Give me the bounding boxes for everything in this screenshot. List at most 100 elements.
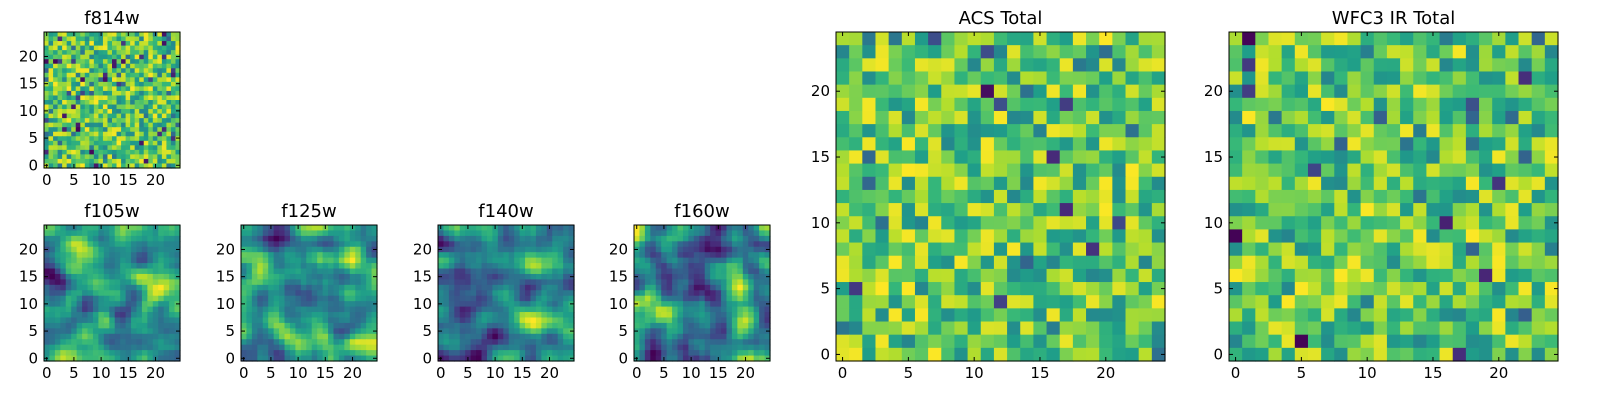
heatmap-cell	[116, 154, 122, 160]
heatmap-cell	[465, 246, 472, 253]
heatmap-cell	[175, 118, 181, 124]
heatmap-cell	[62, 145, 68, 151]
heatmap-cell	[62, 158, 68, 165]
heatmap-cell	[682, 350, 689, 357]
heatmap-cell	[107, 63, 113, 69]
heatmap-cell	[241, 257, 248, 264]
heatmap-cell	[76, 328, 83, 335]
heatmap-cell	[503, 246, 510, 253]
heatmap-cell	[71, 301, 78, 308]
heatmap-cell	[1544, 163, 1559, 178]
heatmap-cell	[82, 355, 89, 362]
heatmap-cell	[60, 230, 67, 237]
heatmap-cell	[152, 86, 158, 92]
heatmap-cell	[704, 306, 711, 313]
heatmap-cell	[121, 136, 127, 142]
heatmap-cell	[284, 284, 291, 291]
heatmap-cell	[170, 122, 177, 128]
heatmap-cell	[54, 279, 61, 286]
heatmap-cell	[136, 328, 143, 335]
heatmap-cell	[721, 235, 728, 242]
heatmap-cell	[563, 263, 570, 270]
heatmap-cell	[492, 350, 499, 357]
heatmap-cell	[284, 252, 291, 259]
heatmap-cell	[166, 68, 172, 74]
heatmap-cell	[672, 350, 679, 357]
heatmap-cell	[530, 301, 537, 308]
heatmap-cell	[530, 339, 537, 346]
heatmap-cell	[1099, 137, 1113, 152]
heatmap-cell	[476, 322, 483, 329]
heatmap-cell	[80, 154, 86, 160]
heatmap-cell	[448, 333, 455, 340]
heatmap-cell	[1033, 216, 1048, 230]
heatmap-cell	[92, 284, 99, 291]
heatmap-cell	[1268, 216, 1283, 230]
heatmap-cell	[875, 334, 890, 349]
heatmap-cell	[901, 124, 916, 138]
heatmap-cell	[116, 86, 122, 92]
heatmap-cell	[1059, 58, 1074, 73]
heatmap-cell	[175, 41, 181, 47]
heatmap-cell	[71, 268, 78, 275]
x-tick-label: 10	[1358, 364, 1377, 382]
heatmap-cell	[438, 322, 445, 329]
heatmap-cell	[682, 252, 689, 259]
heatmap-cell	[661, 252, 668, 259]
heatmap-cell	[1531, 58, 1546, 73]
heatmap-cell	[366, 290, 373, 297]
heatmap-cell	[634, 284, 641, 291]
heatmap-cell	[166, 86, 172, 92]
heatmap-cell	[849, 163, 863, 178]
heatmap-cell	[1373, 216, 1388, 230]
heatmap-cell	[1544, 71, 1559, 86]
heatmap-cell	[98, 344, 105, 351]
heatmap-cell	[257, 284, 264, 291]
heatmap-cell	[279, 339, 286, 346]
heatmap-cell	[928, 242, 942, 257]
heatmap-cell	[476, 263, 483, 270]
heatmap-cell	[98, 86, 104, 92]
heatmap-cell	[344, 273, 351, 280]
heatmap-cell	[1112, 58, 1127, 73]
heatmap-cell	[166, 54, 172, 60]
heatmap-cell	[1255, 163, 1270, 178]
heatmap-cell	[148, 59, 154, 65]
heatmap-cell	[103, 328, 110, 335]
heatmap-cell	[928, 32, 942, 46]
heatmap-cell	[1033, 229, 1048, 244]
heatmap-cell	[721, 241, 728, 248]
heatmap-cell	[492, 339, 499, 346]
heatmap-cell	[764, 225, 771, 232]
heatmap-cell	[1334, 97, 1349, 112]
heatmap-cell	[53, 104, 59, 110]
heatmap-cell	[1492, 97, 1506, 112]
heatmap-cell	[737, 312, 744, 319]
heatmap-cell	[901, 229, 916, 244]
heatmap-cell	[333, 344, 340, 351]
heatmap-cell	[1505, 84, 1520, 99]
heatmap-cell	[470, 252, 477, 259]
heatmap-cell	[1242, 45, 1256, 59]
heatmap-cell	[158, 312, 165, 319]
heatmap-cell	[557, 230, 564, 237]
heatmap-cell	[71, 333, 78, 340]
heatmap-cell	[163, 246, 170, 253]
heatmap-cell	[360, 339, 367, 346]
heatmap-cell	[862, 58, 877, 73]
heatmap-cell	[65, 339, 72, 346]
heatmap-cell	[1505, 255, 1520, 270]
heatmap-cell	[143, 145, 149, 151]
heatmap-cell	[366, 279, 373, 286]
heatmap-cell	[148, 163, 154, 169]
heatmap-cell	[655, 252, 662, 259]
heatmap-cell	[76, 344, 83, 351]
heatmap-cell	[1544, 137, 1559, 152]
heatmap-cell	[634, 306, 641, 313]
heatmap-cell	[152, 284, 159, 291]
heatmap-cell	[1373, 124, 1388, 138]
heatmap-cell	[639, 257, 646, 264]
heatmap-cell	[1373, 71, 1388, 86]
heatmap-cell	[66, 72, 72, 78]
